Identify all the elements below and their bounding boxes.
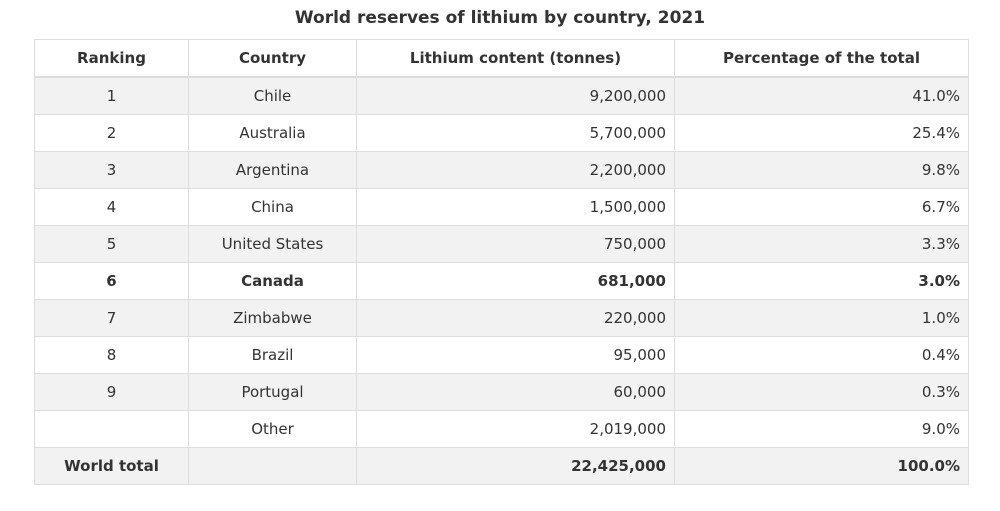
header-row: Ranking Country Lithium content (tonnes)… <box>34 39 969 78</box>
percentage-cell: 0.4% <box>674 336 969 374</box>
rank-cell: 9 <box>34 373 189 411</box>
total-label-cell: World total <box>34 447 189 485</box>
rank-cell <box>34 410 189 448</box>
percentage-cell: 41.0% <box>674 76 969 115</box>
table-row: 7 Zimbabwe 220,000 1.0% <box>34 299 969 337</box>
tonnes-cell: 2,019,000 <box>356 410 675 448</box>
rank-cell: 2 <box>34 114 189 152</box>
table-row: 1 Chile 9,200,000 41.0% <box>34 76 969 115</box>
country-cell: China <box>188 188 357 226</box>
country-cell: Argentina <box>188 151 357 189</box>
tonnes-cell: 2,200,000 <box>356 151 675 189</box>
rank-cell: 1 <box>34 76 189 115</box>
column-header-lithium-content: Lithium content (tonnes) <box>356 39 675 78</box>
percentage-cell: 100.0% <box>674 447 969 485</box>
tonnes-cell: 681,000 <box>356 262 675 300</box>
rank-cell: 7 <box>34 299 189 337</box>
rank-cell: 3 <box>34 151 189 189</box>
percentage-cell: 25.4% <box>674 114 969 152</box>
country-cell: Zimbabwe <box>188 299 357 337</box>
tonnes-cell: 5,700,000 <box>356 114 675 152</box>
rank-cell: 8 <box>34 336 189 374</box>
table-body: 1 Chile 9,200,000 41.0% 2 Australia 5,70… <box>34 76 969 485</box>
country-cell: Australia <box>188 114 357 152</box>
country-cell: Portugal <box>188 373 357 411</box>
lithium-reserves-table: Ranking Country Lithium content (tonnes)… <box>34 39 969 485</box>
country-cell: Canada <box>188 262 357 300</box>
percentage-cell: 1.0% <box>674 299 969 337</box>
country-cell: Brazil <box>188 336 357 374</box>
rank-cell: 5 <box>34 225 189 263</box>
tonnes-cell: 22,425,000 <box>356 447 675 485</box>
percentage-cell: 9.8% <box>674 151 969 189</box>
country-cell: Chile <box>188 76 357 115</box>
country-cell <box>188 447 357 485</box>
column-header-ranking: Ranking <box>34 39 189 78</box>
tonnes-cell: 220,000 <box>356 299 675 337</box>
percentage-cell: 0.3% <box>674 373 969 411</box>
table-row-total: World total 22,425,000 100.0% <box>34 447 969 485</box>
table-row: 4 China 1,500,000 6.7% <box>34 188 969 226</box>
tonnes-cell: 750,000 <box>356 225 675 263</box>
table-row: 3 Argentina 2,200,000 9.8% <box>34 151 969 189</box>
percentage-cell: 3.0% <box>674 262 969 300</box>
table-row: 8 Brazil 95,000 0.4% <box>34 336 969 374</box>
table-row: 5 United States 750,000 3.3% <box>34 225 969 263</box>
table-row: 2 Australia 5,700,000 25.4% <box>34 114 969 152</box>
percentage-cell: 3.3% <box>674 225 969 263</box>
tonnes-cell: 95,000 <box>356 336 675 374</box>
tonnes-cell: 60,000 <box>356 373 675 411</box>
table-title: World reserves of lithium by country, 20… <box>294 8 706 28</box>
table-header: Ranking Country Lithium content (tonnes)… <box>34 39 969 78</box>
table-row: 9 Portugal 60,000 0.3% <box>34 373 969 411</box>
country-cell: United States <box>188 225 357 263</box>
tonnes-cell: 9,200,000 <box>356 76 675 115</box>
table-row: Other 2,019,000 9.0% <box>34 410 969 448</box>
percentage-cell: 6.7% <box>674 188 969 226</box>
column-header-country: Country <box>188 39 357 78</box>
country-cell: Other <box>188 410 357 448</box>
rank-cell: 4 <box>34 188 189 226</box>
rank-cell: 6 <box>34 262 189 300</box>
tonnes-cell: 1,500,000 <box>356 188 675 226</box>
column-header-percentage: Percentage of the total <box>674 39 969 78</box>
table-row-highlighted: 6 Canada 681,000 3.0% <box>34 262 969 300</box>
percentage-cell: 9.0% <box>674 410 969 448</box>
